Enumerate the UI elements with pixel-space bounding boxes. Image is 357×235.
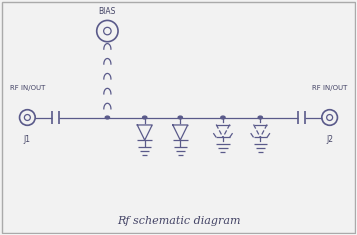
Circle shape <box>178 116 182 119</box>
Polygon shape <box>173 125 188 140</box>
Text: RF IN/OUT: RF IN/OUT <box>312 85 347 91</box>
Circle shape <box>105 116 110 119</box>
Circle shape <box>258 116 262 119</box>
Text: RF IN/OUT: RF IN/OUT <box>10 85 45 91</box>
Circle shape <box>142 116 147 119</box>
Text: Rf schematic diagram: Rf schematic diagram <box>117 216 240 227</box>
Text: J2: J2 <box>326 135 333 144</box>
Text: J1: J1 <box>24 135 31 144</box>
Circle shape <box>221 116 225 119</box>
Polygon shape <box>137 125 152 140</box>
Text: BIAS: BIAS <box>99 7 116 16</box>
